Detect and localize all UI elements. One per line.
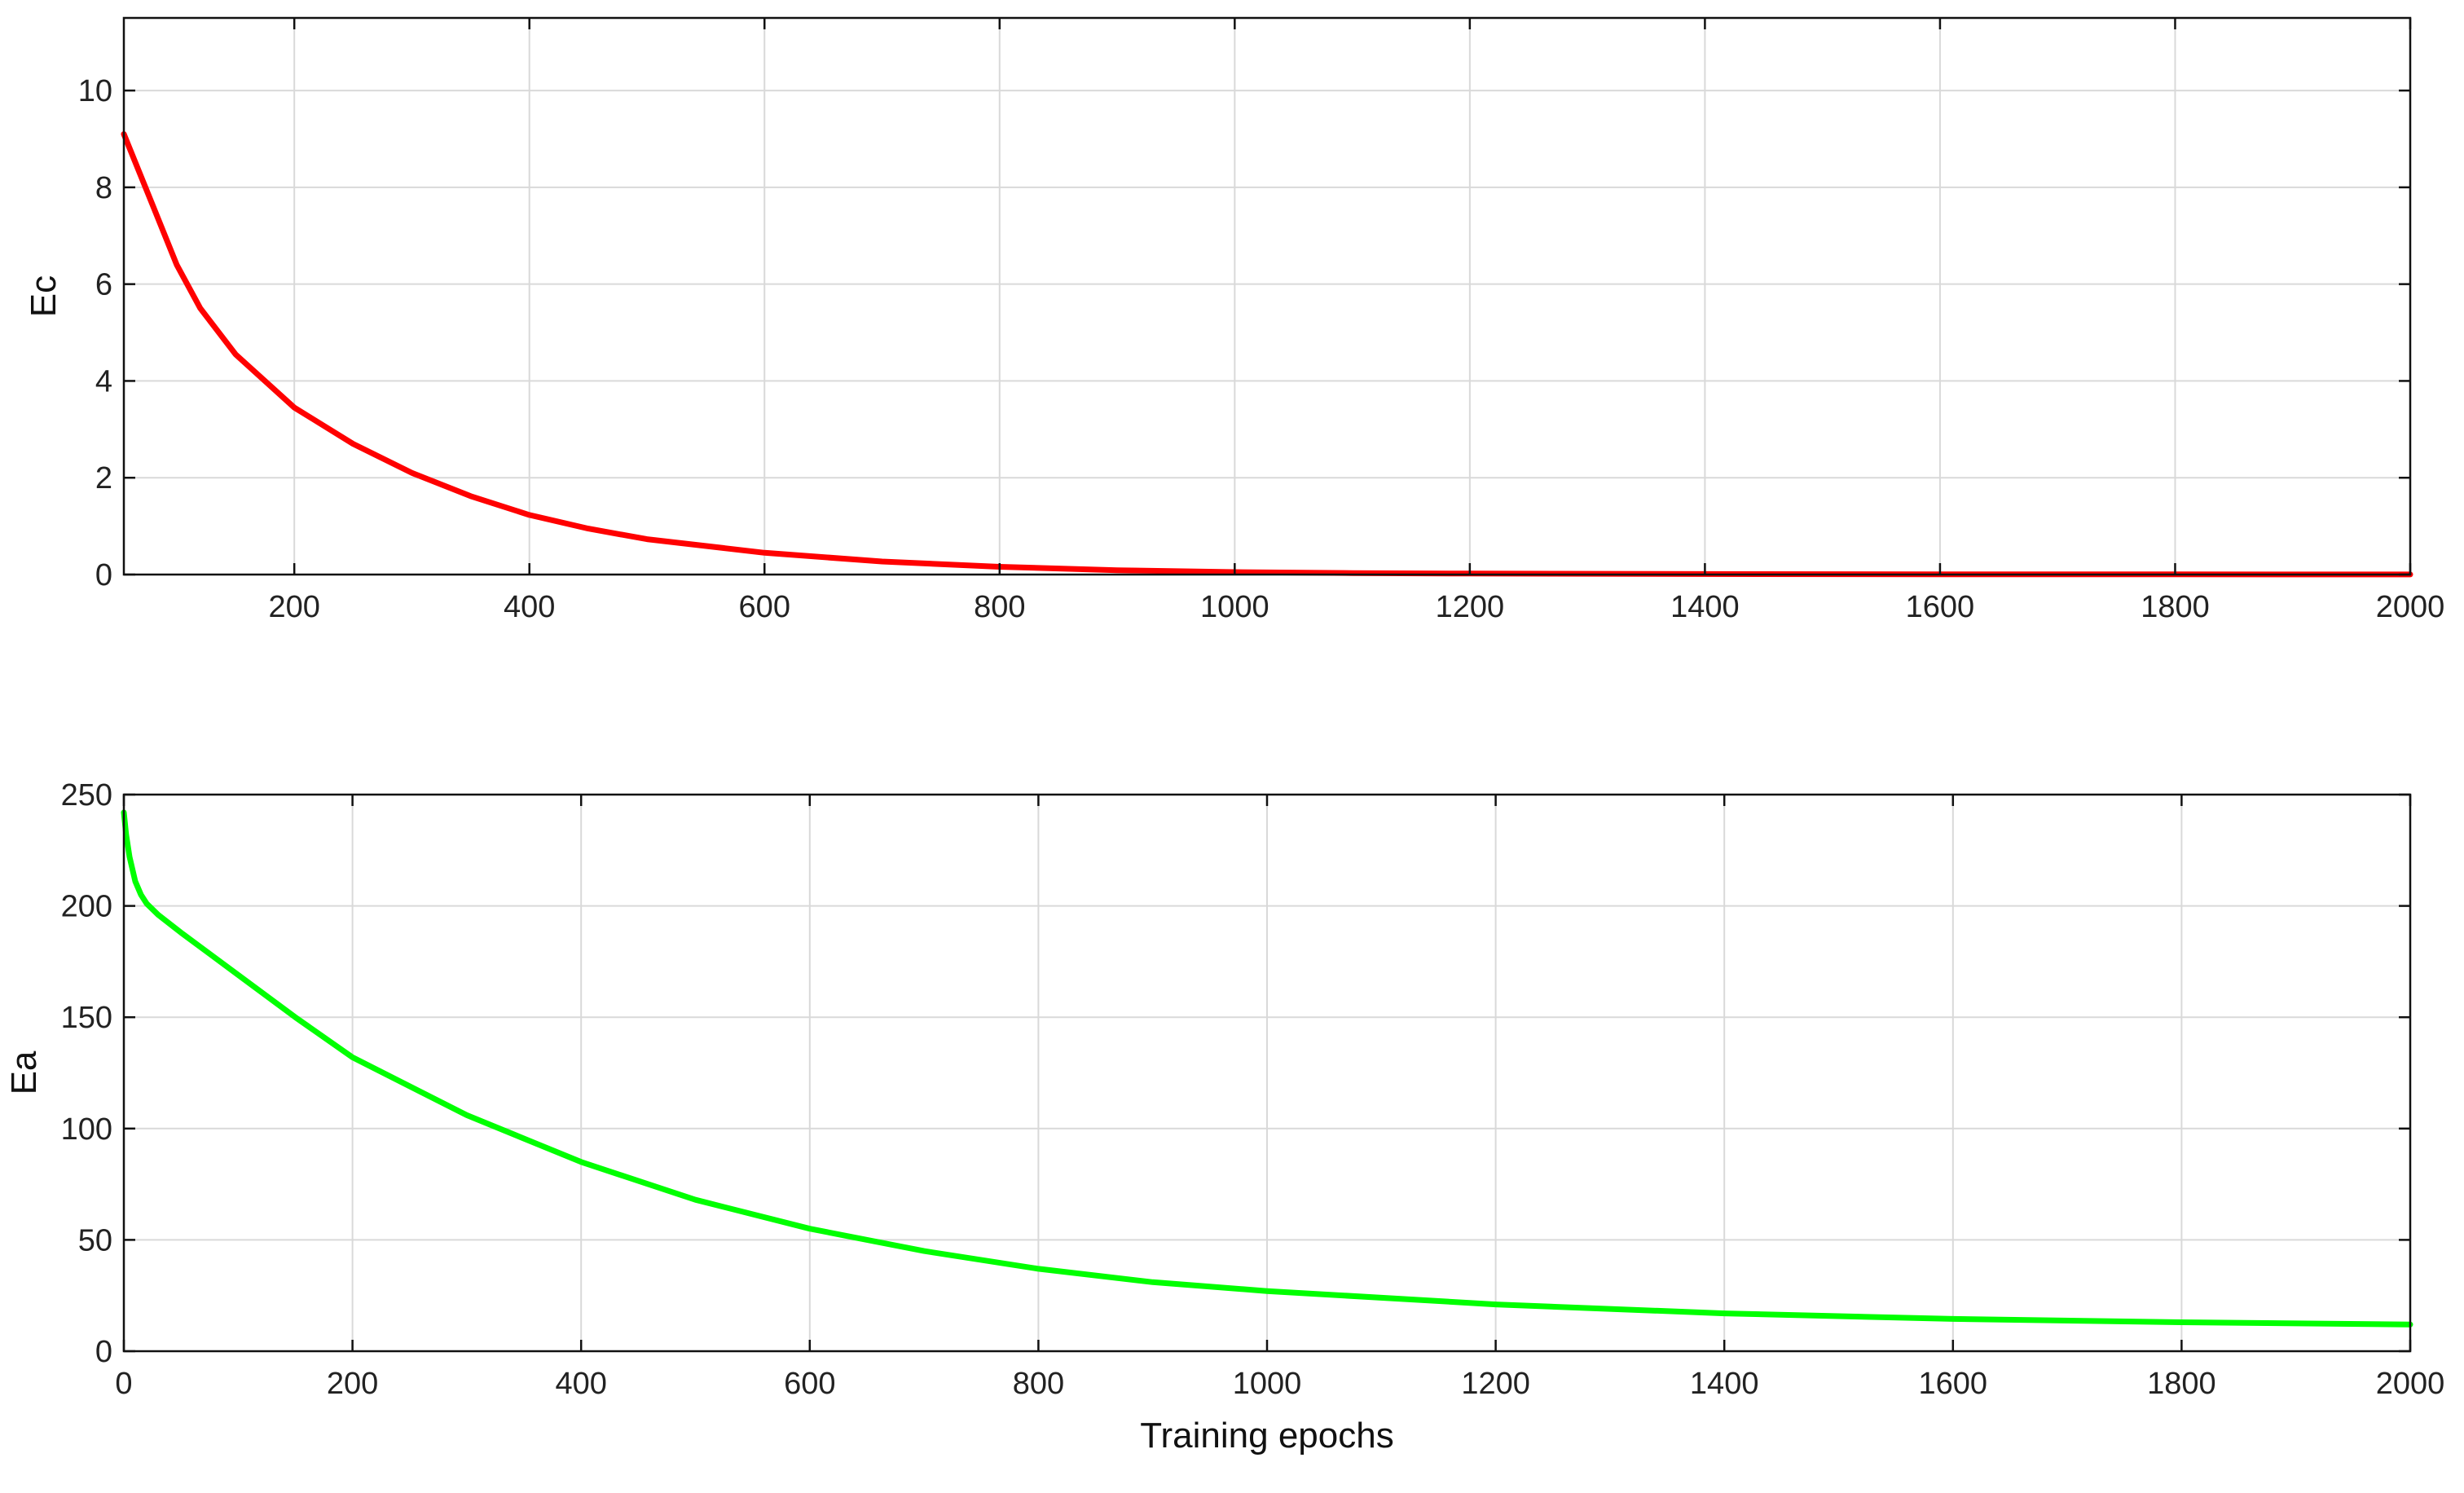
y-tick-label: 50 xyxy=(78,1223,112,1257)
x-tick-label: 400 xyxy=(555,1367,606,1401)
x-tick-label: 1400 xyxy=(1670,590,1740,624)
y-tick-label: 0 xyxy=(95,1335,112,1369)
x-tick-label: 1400 xyxy=(1690,1367,1759,1401)
x-tick-label: 1200 xyxy=(1461,1367,1530,1401)
x-tick-label: 800 xyxy=(974,590,1025,624)
y-tick-label: 10 xyxy=(78,74,112,108)
x-tick-label: 200 xyxy=(268,590,319,624)
x-axis-label: Training epochs xyxy=(1140,1416,1393,1456)
y-axis-label: Ea xyxy=(4,1050,44,1094)
x-tick-label: 2000 xyxy=(2376,1367,2445,1401)
y-tick-label: 250 xyxy=(61,778,112,813)
x-tick-label: 2000 xyxy=(2376,590,2445,624)
y-tick-label: 150 xyxy=(61,1001,112,1035)
x-tick-label: 1800 xyxy=(2147,1367,2216,1401)
x-tick-label: 600 xyxy=(784,1367,835,1401)
y-tick-label: 6 xyxy=(95,268,112,302)
y-tick-label: 2 xyxy=(95,461,112,495)
x-tick-label: 1000 xyxy=(1233,1367,1302,1401)
x-tick-label: 1200 xyxy=(1436,590,1505,624)
x-tick-label: 400 xyxy=(504,590,555,624)
x-tick-label: 200 xyxy=(327,1367,378,1401)
x-tick-label: 1800 xyxy=(2141,590,2210,624)
y-tick-label: 4 xyxy=(95,364,112,399)
ec-plot: 200 400 600 800 1000 1200 1400 1600 1800 2000 0 2 4 6… xyxy=(24,16,2445,624)
plot-frame xyxy=(122,16,2412,576)
x-tick-label: 1000 xyxy=(1200,590,1269,624)
x-tick-label: 800 xyxy=(1013,1367,1064,1401)
ea-plot: 0 200 400 600 800 1000 1200 1400 1600 1800 2000 0 50… xyxy=(4,778,2444,1456)
ea-series-line xyxy=(121,809,2413,1328)
x-tick-label: 1600 xyxy=(1906,590,1975,624)
y-tick-label: 0 xyxy=(95,558,112,592)
ec-series-line xyxy=(121,131,2413,578)
y-axis-label: Ec xyxy=(24,275,64,317)
y-tick-label: 8 xyxy=(95,171,112,205)
x-tick-label: 600 xyxy=(739,590,790,624)
x-tick-label: 0 xyxy=(115,1367,132,1401)
y-tick-label: 100 xyxy=(61,1112,112,1147)
y-tick-label: 200 xyxy=(61,890,112,924)
x-tick-label: 1600 xyxy=(1919,1367,1988,1401)
